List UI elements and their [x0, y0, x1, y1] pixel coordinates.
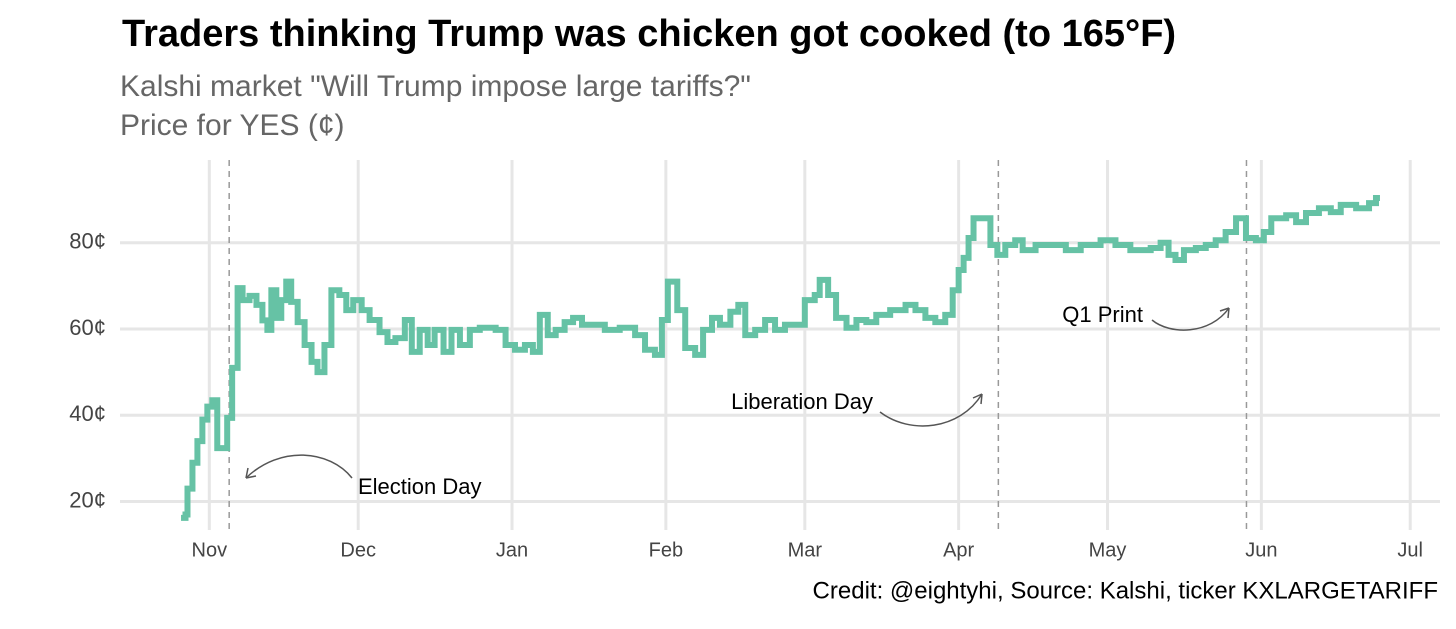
- arrow: [879, 393, 983, 427]
- chart-subtitle: Kalshi market "Will Trump impose large t…: [120, 70, 751, 103]
- annotation-label: Election Day: [358, 474, 482, 499]
- arrow: [245, 454, 353, 479]
- annotation-label: Q1 Print: [1062, 302, 1143, 327]
- x-tick-label: Jan: [496, 539, 528, 561]
- y-tick-label: 40¢: [69, 401, 106, 426]
- arrow-head: [245, 467, 257, 479]
- chart-title: Traders thinking Trump was chicken got c…: [122, 13, 1176, 55]
- x-tick-label: Mar: [788, 539, 823, 561]
- plot: Election Day Liberation Day Q1 Print: [181, 160, 1380, 530]
- y-tick-label: 60¢: [69, 315, 106, 340]
- grid: Nov Dec Jan Feb Mar Apr May Jun Jul 20¢ 40¢ 60¢ 80¢: [69, 160, 1440, 561]
- arrow-head: [972, 393, 983, 405]
- annotation-label: Liberation Day: [731, 389, 873, 414]
- caption: Credit: @eightyhi, Source: Kalshi, ticke…: [813, 577, 1438, 604]
- arrow: [1151, 307, 1230, 331]
- x-tick-label: Jun: [1245, 539, 1277, 561]
- x-tick-label: May: [1089, 539, 1127, 561]
- x-tick-label: Dec: [340, 539, 376, 561]
- arrow-head: [1219, 307, 1230, 319]
- x-tick-label: Nov: [192, 539, 228, 561]
- x-tick-label: Jul: [1397, 539, 1423, 561]
- y-tick-label: 80¢: [69, 229, 106, 254]
- chart-subtitle: Price for YES (¢): [120, 109, 345, 142]
- price-line: [181, 194, 1380, 521]
- x-tick-label: Feb: [649, 539, 683, 561]
- annotations: [245, 307, 1230, 479]
- y-tick-label: 20¢: [69, 487, 106, 512]
- x-tick-label: Apr: [943, 539, 974, 561]
